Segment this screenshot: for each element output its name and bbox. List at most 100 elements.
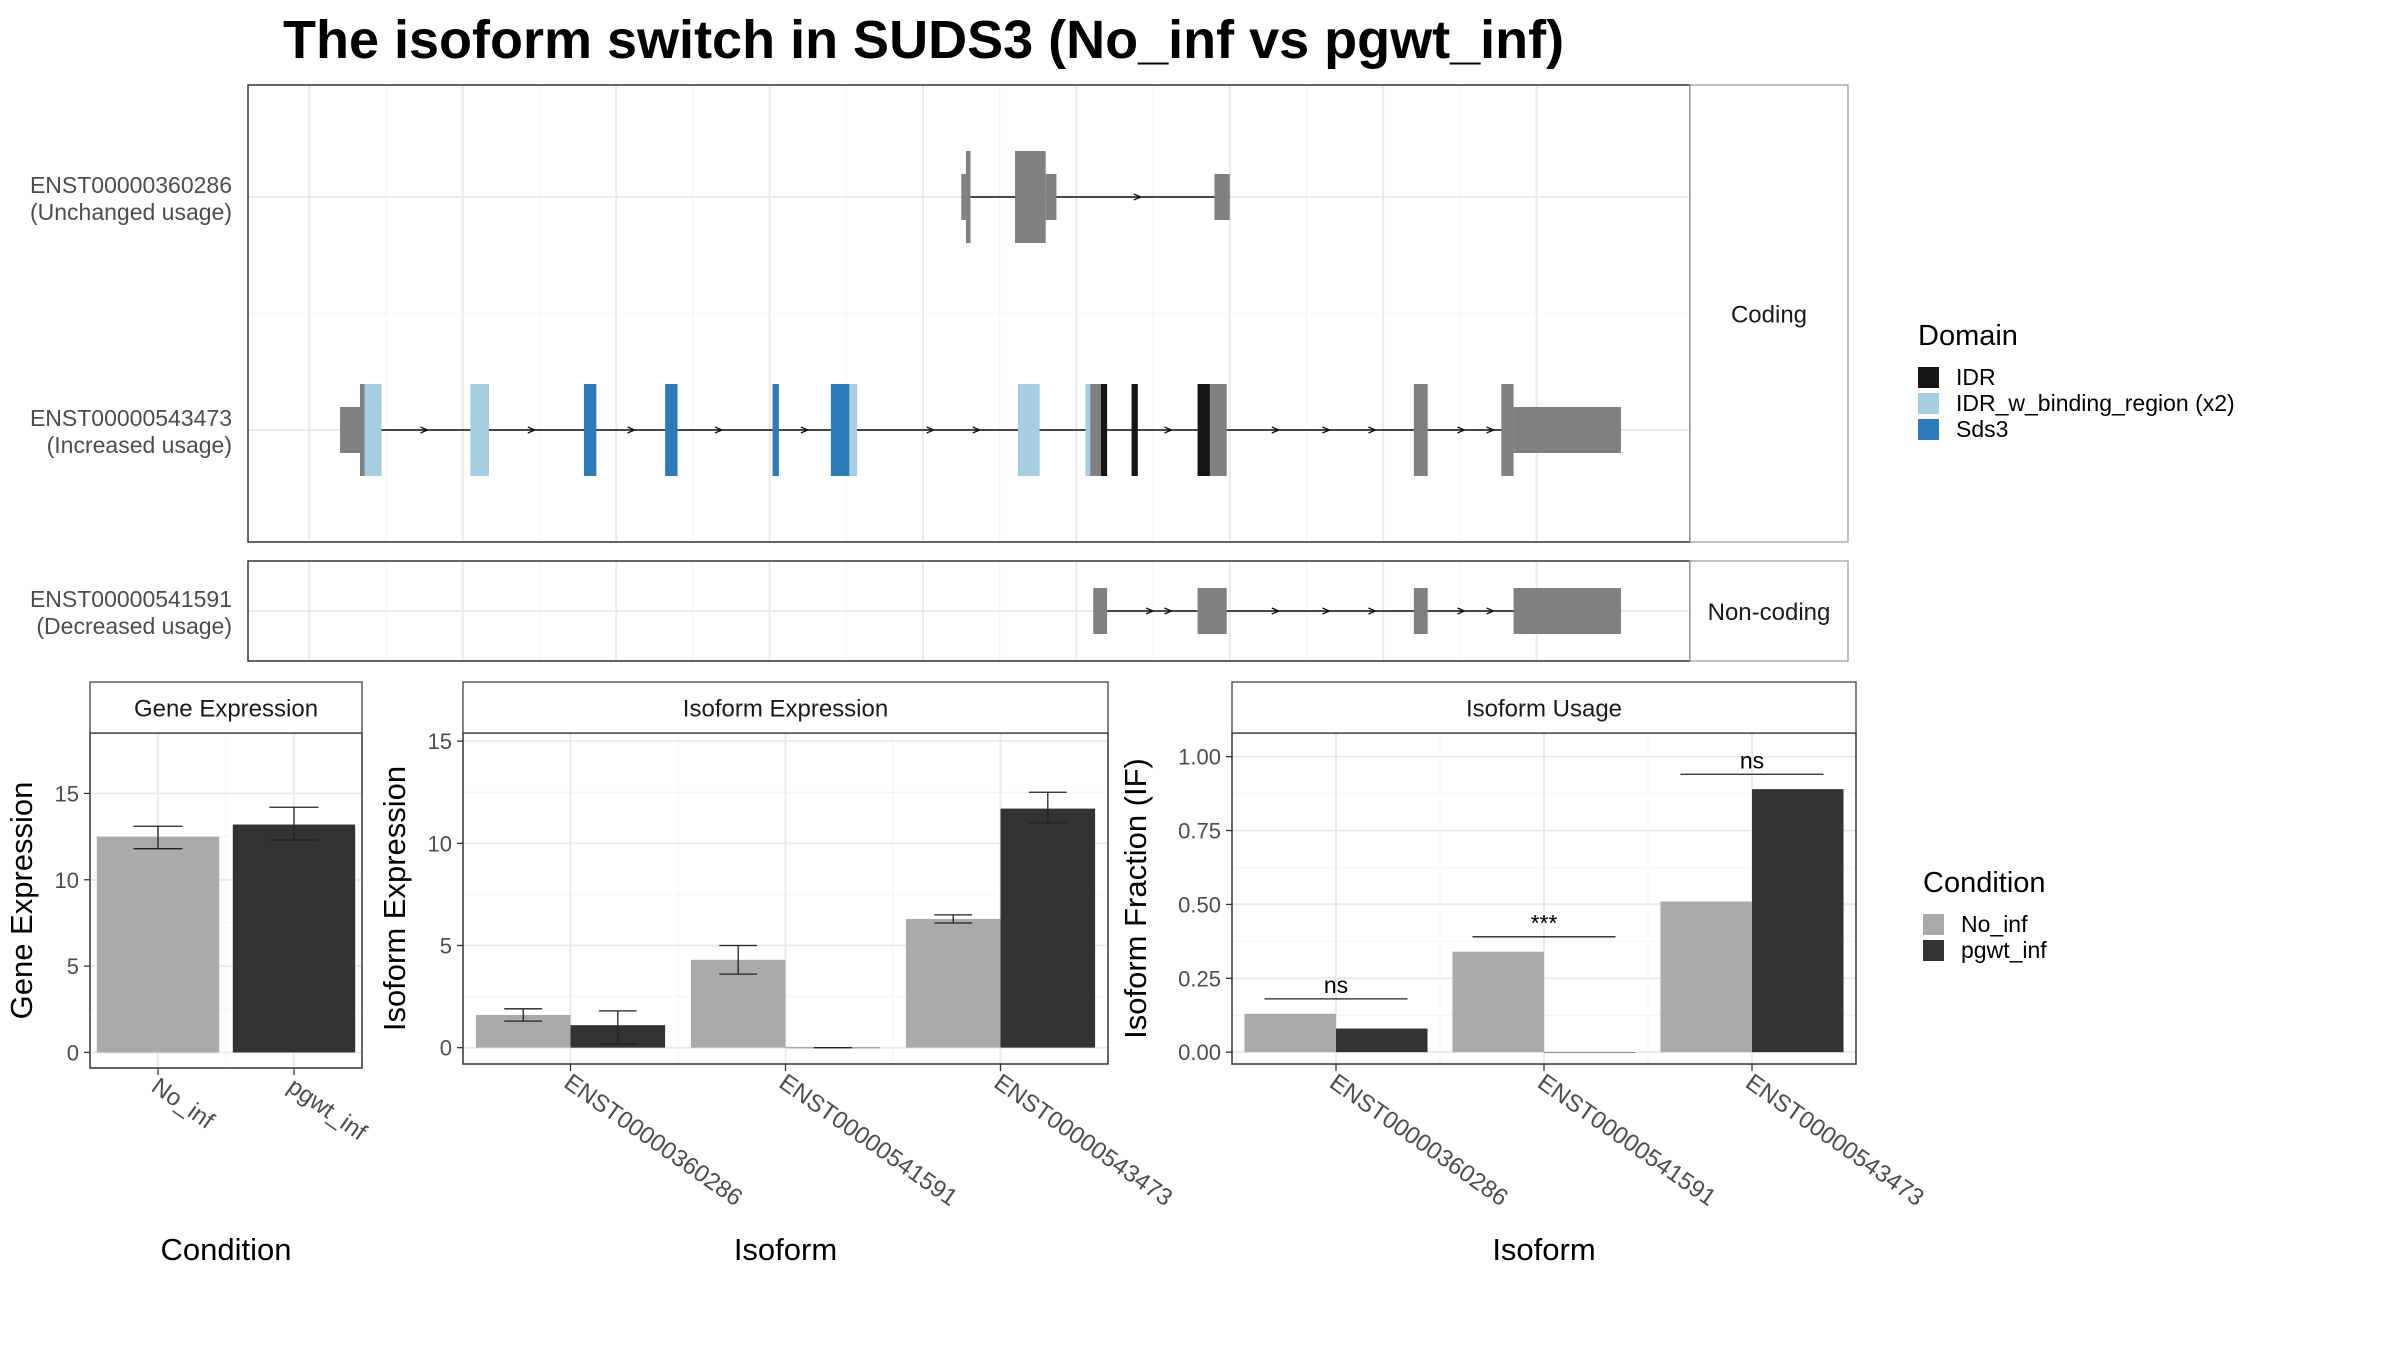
domain-block — [665, 384, 678, 476]
exon — [1015, 151, 1046, 243]
transcript-usage-label: (Increased usage) — [47, 432, 232, 458]
bar — [96, 836, 220, 1053]
exon — [1197, 588, 1227, 634]
legend-swatch — [1923, 940, 1944, 961]
exon — [1209, 384, 1227, 476]
x-tick-label: ENST00000543473 — [1741, 1069, 1929, 1212]
domain-block — [583, 384, 597, 476]
y-tick-label: 0.00 — [1178, 1040, 1221, 1065]
x-tick-label: No_inf — [147, 1073, 220, 1135]
exon — [1413, 588, 1428, 634]
transcript-id-label: ENST00000543473 — [30, 405, 232, 431]
facet-strip — [1689, 560, 1849, 662]
facet-strip — [462, 681, 1109, 734]
bar — [1000, 808, 1096, 1048]
x-tick-label: ENST00000541591 — [774, 1069, 962, 1212]
strand-arrow — [1322, 607, 1332, 615]
facet-strip — [1231, 681, 1857, 734]
domain-block — [1197, 384, 1210, 476]
transcript-id-label: ENST00000360286 — [30, 172, 232, 198]
x-axis-title: Isoform — [1492, 1232, 1595, 1267]
transcript-id-label: ENST00000541591 — [30, 586, 232, 612]
y-tick-label: 10 — [428, 831, 452, 856]
exon — [965, 151, 971, 243]
facet-strip — [1689, 84, 1849, 543]
strand-arrow — [627, 426, 637, 434]
exon — [1413, 384, 1428, 476]
legend-label: IDR — [1956, 364, 1996, 390]
facet-label: Coding — [1731, 302, 1807, 329]
exon — [340, 407, 360, 453]
domain-block — [1018, 384, 1040, 476]
legend-swatch — [1918, 419, 1939, 440]
x-axis-title: Condition — [161, 1232, 292, 1267]
strand-arrow — [527, 426, 537, 434]
bar — [905, 918, 1001, 1048]
domain-block — [470, 384, 489, 476]
bar — [1452, 951, 1544, 1053]
y-tick-label: 0.75 — [1178, 819, 1221, 844]
exon — [1501, 384, 1514, 476]
significance-label: ns — [1324, 972, 1348, 998]
gene-expression-chart: 0 5 10 15 Gene Expression No_inf pgwt_inf Condi… — [4, 681, 372, 1267]
bar — [1244, 1013, 1336, 1053]
significance-label: ns — [1740, 747, 1764, 773]
exon — [1045, 174, 1057, 220]
y-axis-title: Gene Expression — [4, 782, 39, 1020]
x-tick-label: pgwt_inf — [283, 1073, 372, 1147]
bar — [1544, 1052, 1636, 1053]
y-tick-label: 5 — [440, 933, 452, 958]
y-axis-title: Isoform Expression — [377, 766, 412, 1031]
bar — [1336, 1028, 1428, 1053]
strand-arrow — [1322, 426, 1332, 434]
y-tick-label: 0.25 — [1178, 966, 1221, 991]
strand-arrow — [1368, 426, 1378, 434]
exon — [1214, 174, 1230, 220]
isoform-usage-chart: 0.00 0.25 0.50 0.75 1.00 ns *** ns Isoform Usage… — [1118, 681, 1929, 1267]
domain-block — [364, 384, 382, 476]
x-tick-label: ENST00000541591 — [1533, 1069, 1721, 1212]
y-tick-label: 15 — [428, 729, 452, 754]
domain-block — [849, 384, 858, 476]
significance-label: *** — [1531, 910, 1558, 936]
chart-title: Gene Expression — [134, 696, 318, 723]
domain-block — [830, 384, 850, 476]
y-tick-label: 0 — [67, 1040, 79, 1065]
strand-arrow — [714, 426, 724, 434]
bar — [1752, 789, 1844, 1053]
transcript-structure-panel: Coding ENST00000360286(Unchanged usage) EN… — [30, 84, 1849, 662]
facet-strip — [89, 681, 363, 734]
facet-label: Non-coding — [1708, 599, 1831, 626]
x-axis-title: Isoform — [734, 1232, 837, 1267]
figure-title: The isoform switch in SUDS3 (No_inf vs p… — [283, 10, 1564, 70]
strand-arrow — [1271, 607, 1281, 615]
y-tick-label: 1.00 — [1178, 745, 1221, 770]
legend-swatch — [1918, 393, 1939, 414]
legend-swatch — [1923, 914, 1944, 935]
domain-block — [1085, 384, 1091, 476]
y-tick-label: 0.50 — [1178, 892, 1221, 917]
exon — [961, 174, 966, 220]
strand-arrow — [972, 426, 982, 434]
strand-arrow — [1486, 426, 1496, 434]
y-tick-label: 0 — [440, 1036, 452, 1061]
strand-arrow — [1368, 607, 1378, 615]
y-axis-title: Isoform Fraction (IF) — [1118, 758, 1153, 1039]
strand-arrow — [1486, 607, 1496, 615]
legend-label: No_inf — [1961, 911, 2028, 937]
transcript-usage-label: (Unchanged usage) — [30, 199, 232, 225]
chart-title: Isoform Expression — [683, 696, 888, 723]
exon — [1093, 588, 1108, 634]
legend-label: Sds3 — [1956, 416, 2008, 442]
strand-arrow — [420, 426, 430, 434]
strand-arrow — [1457, 426, 1467, 434]
legend-title: Domain — [1918, 320, 2018, 352]
legend-label: pgwt_inf — [1961, 937, 2047, 963]
strand-arrow — [1164, 607, 1174, 615]
exon — [1513, 407, 1621, 453]
strand-arrow — [1164, 426, 1174, 434]
